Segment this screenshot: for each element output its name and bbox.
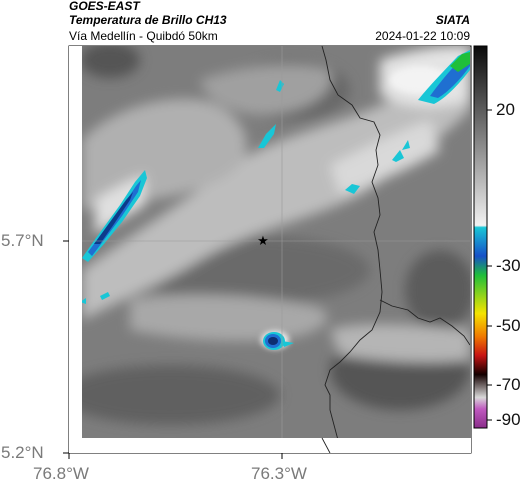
brightness-temperature-image — [82, 46, 470, 438]
colorbar-tick-minus30: -30 — [496, 256, 521, 275]
datetime-label: 2024-01-22 10:09 — [375, 29, 470, 43]
lat-label-5-2: 5.2°N — [1, 443, 44, 462]
region-subtitle: Vía Medellín - Quibdó 50km — [69, 29, 218, 43]
product-title: Temperatura de Brillo CH13 — [69, 13, 227, 27]
cold-cloud-left — [82, 170, 147, 262]
colorbar-tick-minus90: -90 — [496, 410, 521, 429]
lon-label-76-3: 76.3°W — [251, 464, 307, 483]
cold-cloud-top-right — [418, 50, 470, 104]
department-boundary — [321, 46, 383, 438]
colorbar-tick-minus50: -50 — [496, 316, 521, 335]
colorbar-tick-20: 20 — [496, 100, 515, 119]
colorbar-tick-minus70: -70 — [496, 375, 521, 394]
star-icon: ★ — [257, 234, 269, 249]
lon-label-76-8: 76.8°W — [33, 464, 89, 483]
brand-label: SIATA — [435, 13, 470, 27]
satellite-name: GOES-EAST — [69, 0, 140, 13]
municipal-boundary — [379, 299, 470, 346]
lat-label-5-7: 5.7°N — [1, 231, 44, 250]
colorbar — [473, 45, 492, 429]
cold-cloud-center — [263, 332, 294, 350]
